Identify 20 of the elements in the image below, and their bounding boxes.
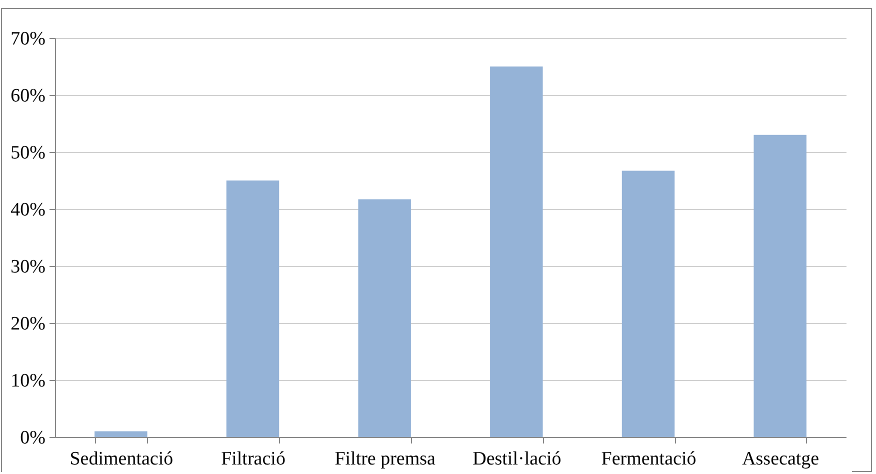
x-tick-label: Destil·lació bbox=[472, 448, 562, 470]
y-tick-label: 10% bbox=[10, 370, 46, 392]
x-tick-label: Sedimentació bbox=[70, 448, 174, 470]
bar bbox=[226, 180, 280, 437]
y-tick-label: 50% bbox=[10, 142, 46, 164]
bar bbox=[622, 170, 675, 437]
x-tick-label: Fermentació bbox=[601, 448, 696, 470]
y-tick-label: 60% bbox=[10, 86, 46, 106]
x-tick-label: Assecatge bbox=[742, 448, 820, 470]
bar bbox=[754, 134, 806, 437]
y-tick-label: 0% bbox=[20, 428, 46, 448]
y-tick-label: 30% bbox=[10, 256, 46, 278]
bar bbox=[490, 66, 543, 437]
x-tick-label: Filtració bbox=[221, 448, 286, 470]
y-tick-label: 70% bbox=[10, 28, 46, 50]
y-tick-label: 40% bbox=[10, 200, 46, 220]
bar bbox=[358, 199, 411, 437]
bar bbox=[94, 431, 148, 437]
y-tick-label: 20% bbox=[10, 314, 46, 334]
x-tick-label: Filtre premsa bbox=[334, 448, 436, 470]
